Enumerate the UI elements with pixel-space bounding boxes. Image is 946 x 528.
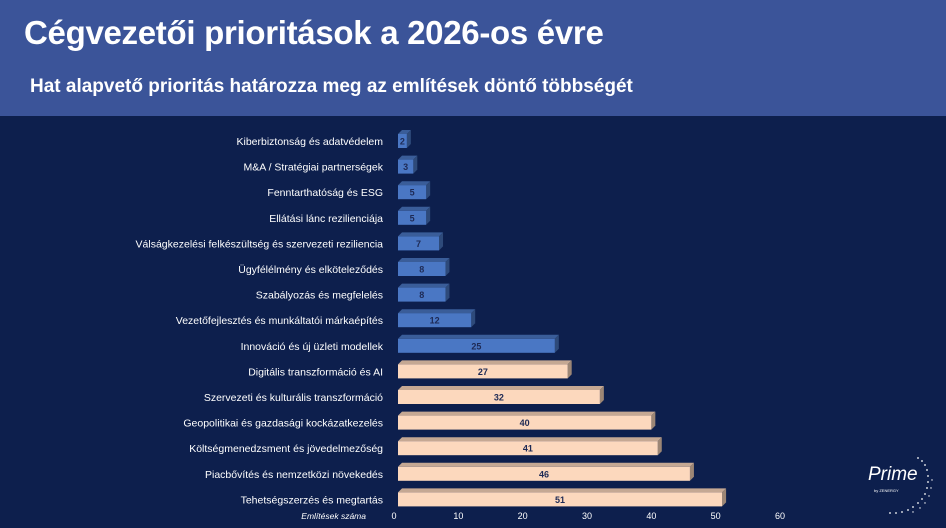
category-label: Költségmenedzsment és jövedelmezőség <box>189 443 383 455</box>
bar <box>398 492 723 507</box>
value-label: 5 <box>410 188 415 198</box>
value-label: 2 <box>400 137 405 147</box>
bar-top-face <box>398 206 431 211</box>
category-label: Tehetségszerzés és megtartás <box>241 494 383 506</box>
category-label: Geopolitikai és gazdasági kockázatkezelé… <box>183 418 383 430</box>
bar-top-face <box>398 334 559 339</box>
chart-area: Kiberbiztonság és adatvédelem 2 M&A / Stra… <box>0 116 946 528</box>
bar-side-face <box>413 155 418 174</box>
bar-top-face <box>398 386 604 390</box>
bar <box>398 236 440 251</box>
x-tick-label: 50 <box>711 511 721 521</box>
value-label: 12 <box>430 316 440 326</box>
logo-dots-icon <box>889 457 933 514</box>
category-label: M&A / Stratégiai partnerségek <box>244 162 384 174</box>
bar-top-face <box>398 437 662 442</box>
bar <box>398 262 446 276</box>
bar-top-face <box>398 360 572 365</box>
value-label: 5 <box>410 213 415 223</box>
bar <box>398 210 427 225</box>
category-label: Ügyfélélmény és elköteleződés <box>238 264 383 276</box>
x-tick-label: 40 <box>646 511 656 521</box>
logo-tagline: by ZENERGY <box>874 488 899 493</box>
value-label: 27 <box>478 367 488 377</box>
category-label: Digitális transzformáció és AI <box>248 366 383 378</box>
bar <box>398 159 414 174</box>
bar <box>398 390 600 404</box>
prime-logo: Prime by ZENERGY <box>866 452 936 516</box>
bar <box>398 185 427 200</box>
category-label: Piacbővítés és nemzetközi növekedés <box>205 469 383 481</box>
bar-top-face <box>398 130 411 134</box>
x-tick-label: 10 <box>453 511 463 521</box>
bar-top-face <box>398 155 418 160</box>
x-tick-label: 30 <box>582 511 592 521</box>
x-tick-label: 0 <box>391 511 396 521</box>
bar-top-face <box>398 283 450 288</box>
bar-side-face <box>689 462 694 481</box>
bar-side-face <box>445 258 450 276</box>
value-label: 3 <box>403 162 408 172</box>
bar-top-face <box>398 488 727 493</box>
category-label: Szervezeti és kulturális transzformáció <box>204 392 383 404</box>
bar-side-face <box>439 232 444 251</box>
value-label: 40 <box>520 418 530 428</box>
value-label: 41 <box>523 444 533 454</box>
value-label: 46 <box>539 469 549 479</box>
bar-top-face <box>398 181 431 186</box>
page-title: Cégvezetői prioritások a 2026-os évre <box>24 14 604 51</box>
bar-top-face <box>398 258 450 262</box>
bar-top-face <box>398 462 694 467</box>
bar <box>398 415 652 430</box>
bar <box>398 466 690 481</box>
bar-side-face <box>651 411 656 430</box>
value-label: 51 <box>555 495 565 505</box>
category-label: Válságkezelési felkészültség és szerveze… <box>136 238 384 250</box>
value-label: 25 <box>471 341 481 351</box>
bar-top-face <box>398 411 656 416</box>
x-axis-title: Említések száma <box>301 511 366 521</box>
value-label: 8 <box>419 265 424 275</box>
category-label: Ellátási lánc rezilienciája <box>269 213 383 225</box>
bar-side-face <box>406 130 411 148</box>
bar-side-face <box>426 181 431 200</box>
bar-side-face <box>657 437 662 456</box>
bar <box>398 441 658 456</box>
x-tick-label: 20 <box>518 511 528 521</box>
bar-top-face <box>398 309 476 314</box>
bar-side-face <box>445 283 450 302</box>
bar-top-face <box>398 232 444 237</box>
x-tick-label: 60 <box>775 511 785 521</box>
bar <box>398 313 472 328</box>
bar <box>398 287 446 302</box>
bar-side-face <box>599 386 604 404</box>
page-subtitle: Hat alapvető prioritás határozza meg az … <box>30 76 633 97</box>
value-label: 32 <box>494 393 504 403</box>
bar-side-face <box>554 334 559 353</box>
logo-wordmark: Prime <box>868 464 918 485</box>
bar-side-face <box>722 488 727 507</box>
value-label: 7 <box>416 239 421 249</box>
category-label: Innováció és új üzleti modellek <box>241 341 384 353</box>
bar <box>398 338 555 353</box>
category-label: Szabályozás és megfelelés <box>256 290 383 302</box>
header-banner: Cégvezetői prioritások a 2026-os évre Ha… <box>0 0 946 116</box>
bar-side-face <box>426 206 431 225</box>
category-label: Fenntarthatóság és ESG <box>267 187 383 199</box>
bar-side-face <box>471 309 476 328</box>
bar-side-face <box>567 360 572 379</box>
value-label: 8 <box>419 290 424 300</box>
category-label: Vezetőfejlesztés és munkáltatói márkaépí… <box>176 315 383 327</box>
bar <box>398 134 407 148</box>
bar <box>398 364 568 379</box>
category-label: Kiberbiztonság és adatvédelem <box>236 136 383 148</box>
bar-chart: Kiberbiztonság és adatvédelem 2 M&A / Stra… <box>136 130 785 521</box>
